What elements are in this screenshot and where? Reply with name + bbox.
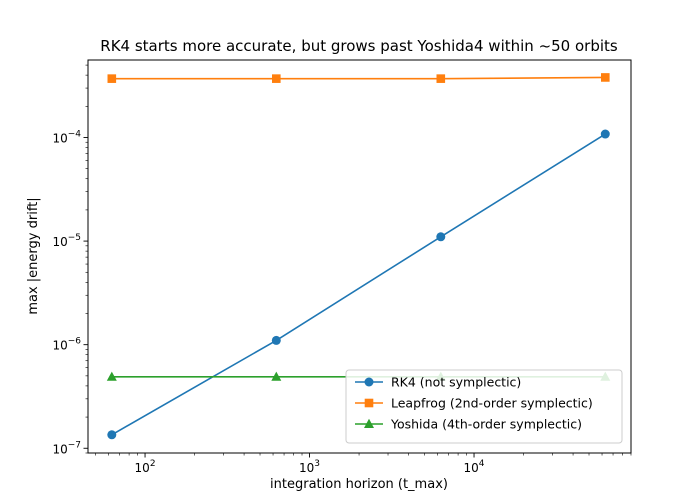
y-tick-label-2: 10−6 bbox=[52, 337, 81, 353]
data-point-3-1 bbox=[106, 371, 117, 381]
legend-marker-2 bbox=[364, 398, 374, 408]
legend: RK4 (not symplectic) Leapfrog (2nd-order … bbox=[345, 369, 623, 444]
y-tick-label-3: 10−5 bbox=[52, 233, 81, 249]
data-point-2-1 bbox=[107, 74, 117, 83]
legend-label-2: Leapfrog (2nd-order symplectic) bbox=[391, 396, 593, 411]
x-tick-label-2: 103 bbox=[299, 459, 320, 475]
legend-marker-1 bbox=[364, 377, 374, 387]
x-tick-label-3: 104 bbox=[464, 459, 485, 475]
data-point-1-3 bbox=[436, 232, 446, 242]
legend-marker-3 bbox=[364, 418, 374, 428]
data-point-1-2 bbox=[271, 335, 281, 345]
data-point-2-2 bbox=[272, 74, 281, 83]
y-tick-label-1: 10−7 bbox=[52, 440, 81, 456]
legend-box bbox=[345, 369, 623, 444]
axis-ticks: 102 103 104 10−7 10−6 10−5 10−4 bbox=[52, 64, 632, 475]
x-axis-label: integration horizon (t_max) bbox=[270, 477, 448, 492]
y-axis-label: max |energy drift| bbox=[26, 197, 41, 314]
chart-title: RK4 starts more accurate, but grows past… bbox=[100, 37, 618, 55]
axes-frame bbox=[87, 59, 632, 454]
series-line-2 bbox=[111, 76, 606, 80]
data-point-1-4 bbox=[600, 129, 610, 139]
legend-label-3: Yoshida (4th-order symplectic) bbox=[390, 417, 582, 432]
data-point-3-2 bbox=[271, 371, 282, 381]
data-point-2-3 bbox=[436, 74, 446, 83]
y-tick-label-4: 10−4 bbox=[52, 130, 81, 146]
x-tick-label-1: 102 bbox=[135, 459, 156, 475]
series-line-1 bbox=[111, 133, 606, 436]
data-point-1-1 bbox=[107, 430, 117, 440]
legend-label-1: RK4 (not symplectic) bbox=[391, 375, 521, 390]
data-point-2-4 bbox=[600, 73, 610, 82]
